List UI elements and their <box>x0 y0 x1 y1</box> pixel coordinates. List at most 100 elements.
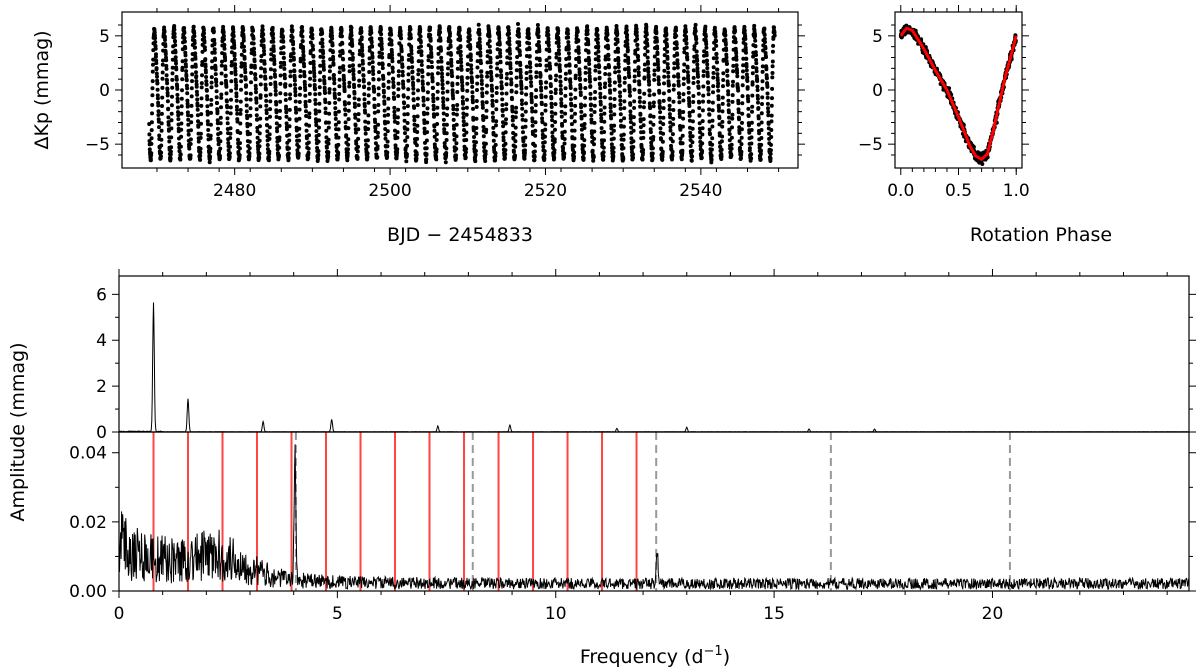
light-curve-point <box>411 98 416 103</box>
light-curve-point <box>314 123 319 128</box>
light-curve-point <box>691 75 696 80</box>
light-curve-point <box>563 111 568 116</box>
light-curve-point <box>159 111 164 116</box>
light-curve-point <box>249 63 254 68</box>
light-curve-point <box>300 39 305 44</box>
light-curve-point <box>314 129 319 134</box>
light-curve-point <box>585 28 590 32</box>
x-tick-label: 2480 <box>213 181 256 201</box>
light-curve-point <box>190 57 195 62</box>
light-curve-point <box>208 122 213 127</box>
light-curve-point <box>306 146 311 151</box>
light-curve-point <box>631 152 636 157</box>
light-curve-point <box>284 127 289 132</box>
light-curve-point <box>579 116 584 121</box>
light-curve-point <box>277 138 282 143</box>
light-curve-point <box>695 66 700 71</box>
light-curve-point <box>680 124 685 129</box>
light-curve-point <box>160 85 165 90</box>
light-curve-point <box>670 132 675 137</box>
light-curve-point <box>709 157 714 162</box>
light-curve-point <box>346 142 351 147</box>
light-curve-point <box>685 70 690 75</box>
light-curve-point <box>386 71 391 76</box>
light-curve-point <box>446 66 450 71</box>
light-curve-point <box>712 25 717 30</box>
light-curve-point <box>770 96 774 101</box>
light-curve-point <box>598 108 603 113</box>
light-curve-point <box>701 69 706 74</box>
light-curve-point <box>170 65 175 70</box>
x-tick-label: 2500 <box>368 181 411 201</box>
light-curve-panel: 2480 2500 2520 2540−505 BJD − 2454833 ΔKp (… <box>31 5 805 246</box>
light-curve-point <box>463 155 468 160</box>
light-curve-point <box>489 83 494 88</box>
light-curve-point <box>443 160 448 165</box>
light-curve-point <box>607 65 611 70</box>
phased-point <box>981 150 986 155</box>
light-curve-point <box>428 25 433 30</box>
light-curve-point <box>409 51 414 56</box>
light-curve-point <box>601 154 606 159</box>
light-curve-point <box>317 118 322 123</box>
light-curve-point <box>548 66 553 71</box>
light-curve-point <box>363 110 368 115</box>
light-curve-point <box>196 119 200 124</box>
light-curve-point <box>258 93 263 98</box>
light-curve-point <box>400 64 405 69</box>
light-curve-point <box>418 34 423 39</box>
light-curve-point <box>283 92 288 97</box>
light-curve-point <box>558 87 563 92</box>
light-curve-point <box>436 71 440 76</box>
light-curve-point <box>412 105 417 110</box>
light-curve-point <box>369 40 374 45</box>
light-curve-point <box>710 142 715 147</box>
light-curve-point <box>302 64 307 69</box>
light-curve-point <box>683 29 688 34</box>
light-curve-point <box>472 143 477 148</box>
light-curve-point <box>759 136 764 140</box>
light-curve-point <box>500 91 504 96</box>
light-curve-point <box>330 43 335 48</box>
light-curve-point <box>261 38 266 43</box>
light-curve-point <box>288 69 293 74</box>
light-curve-point <box>189 120 194 125</box>
y-tick-label: −5 <box>858 135 883 155</box>
light-curve-point <box>190 72 195 77</box>
light-curve-point <box>194 79 199 84</box>
light-curve-point <box>189 94 194 99</box>
light-curve-point <box>493 158 498 163</box>
light-curve-point <box>403 131 407 136</box>
light-curve-point <box>277 116 282 120</box>
light-curve-point <box>480 94 485 99</box>
light-curve-point <box>608 105 613 110</box>
light-curve-point <box>439 67 444 72</box>
light-curve-point <box>599 126 604 131</box>
light-curve-point <box>628 120 633 125</box>
light-curve-point <box>202 31 206 36</box>
light-curve-point <box>158 154 163 159</box>
light-curve-point <box>682 62 687 67</box>
light-curve-point <box>540 116 545 121</box>
light-curve-point <box>716 105 721 110</box>
light-curve-point <box>372 110 377 115</box>
light-curve-point <box>668 125 673 130</box>
light-curve-point <box>234 94 239 99</box>
light-curve-point <box>495 61 500 66</box>
light-curve-point <box>568 92 573 97</box>
light-curve-point <box>598 95 603 100</box>
light-curve-point <box>333 95 337 100</box>
light-curve-point <box>458 53 463 58</box>
light-curve-point <box>616 61 621 66</box>
light-curve-point <box>656 78 661 83</box>
light-curve-point <box>282 76 287 81</box>
light-curve-point <box>680 141 685 146</box>
light-curve-point <box>465 75 470 80</box>
light-curve-point <box>483 141 488 146</box>
light-curve-point <box>322 74 326 79</box>
light-curve-point <box>626 70 631 75</box>
light-curve-point <box>690 126 695 131</box>
light-curve-point <box>307 91 312 96</box>
light-curve-point <box>389 38 394 43</box>
light-curve-point <box>671 87 676 92</box>
